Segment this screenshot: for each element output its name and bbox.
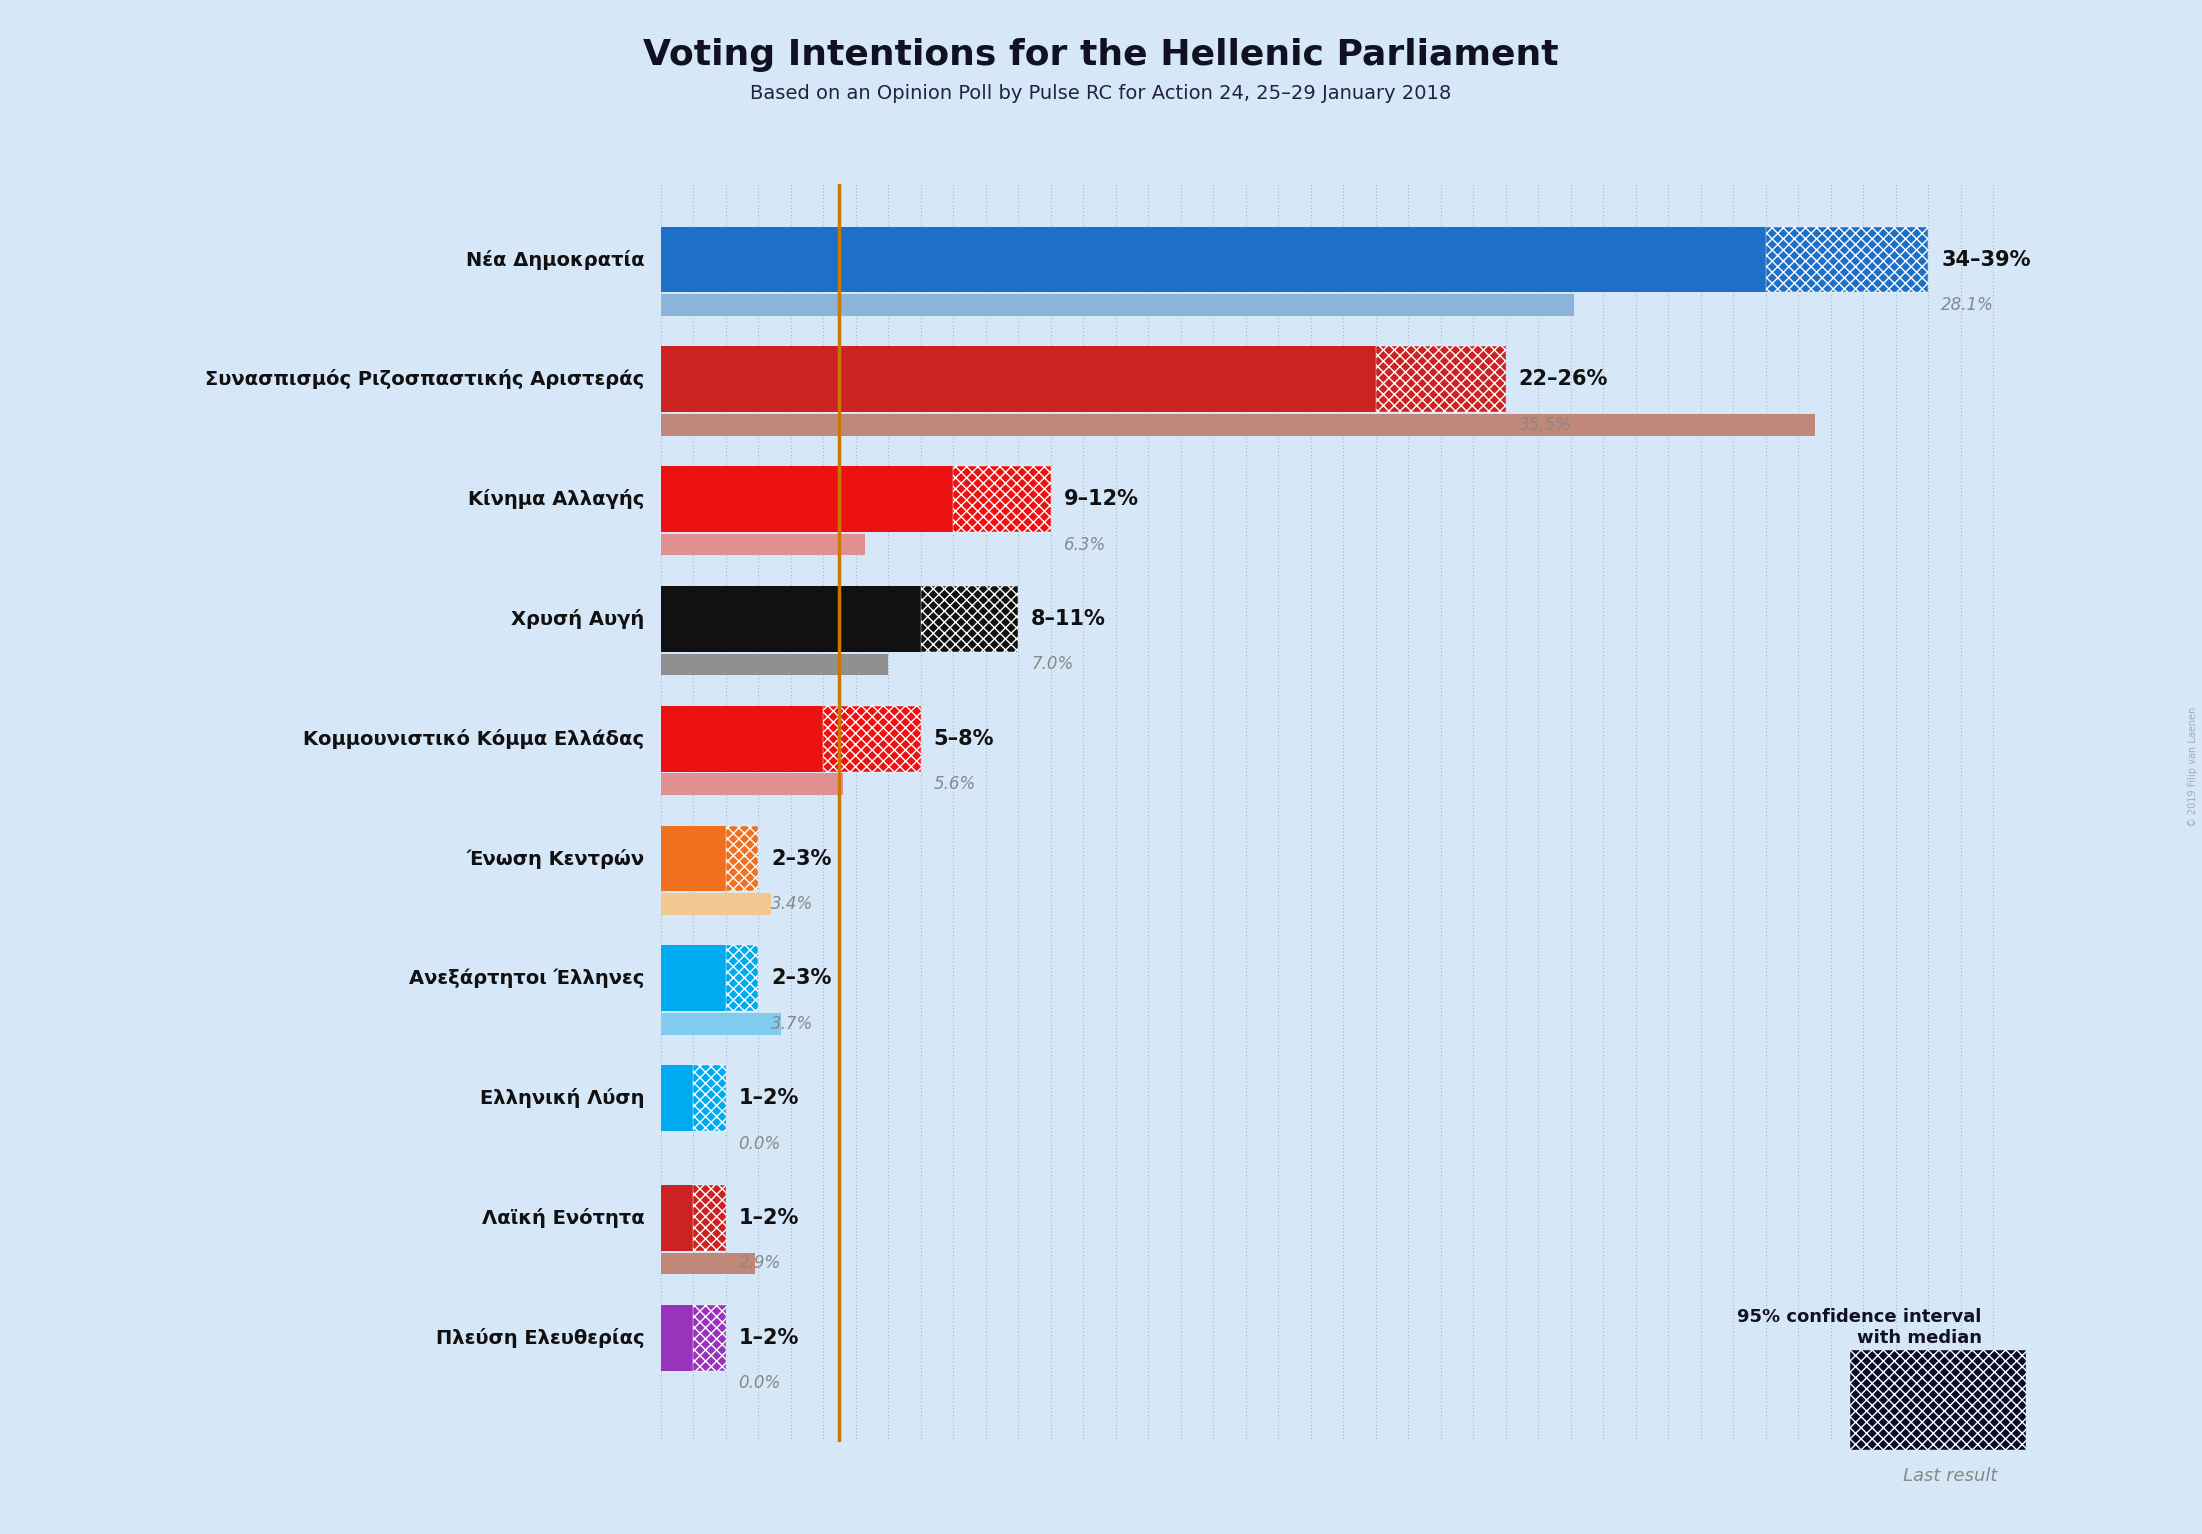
Text: 5.6%: 5.6% [934, 775, 975, 793]
Text: 1–2%: 1–2% [738, 1088, 799, 1108]
Text: Last result: Last result [1903, 1467, 1997, 1485]
Bar [824, 706, 920, 772]
Bar [694, 1305, 727, 1371]
Text: 1–2%: 1–2% [738, 1207, 799, 1227]
Text: 7.0%: 7.0% [1031, 655, 1072, 673]
Text: Ανεξάρτητοι Έλληνες: Ανεξάρτητοι Έλληνες [410, 968, 645, 988]
Bar [661, 466, 953, 532]
Text: 5–8%: 5–8% [934, 729, 993, 749]
Bar [661, 893, 771, 914]
Text: 3.7%: 3.7% [771, 1016, 813, 1032]
Text: Voting Intentions for the Hellenic Parliament: Voting Intentions for the Hellenic Parli… [643, 38, 1559, 72]
Text: Κίνημα Αλλαγής: Κίνημα Αλλαγής [469, 489, 645, 509]
Bar [661, 1012, 782, 1034]
Text: © 2019 Filip van Laenen: © 2019 Filip van Laenen [2187, 707, 2198, 827]
Bar [1766, 227, 1929, 293]
Text: Κομμουνιστικό Κόμμα Ελλάδας: Κομμουνιστικό Κόμμα Ελλάδας [304, 729, 645, 749]
Bar [661, 227, 1766, 293]
Text: Νέα Δημοκρατία: Νέα Δημοκρατία [465, 250, 645, 270]
Bar [1376, 347, 1506, 413]
Text: 2–3%: 2–3% [771, 848, 832, 868]
Text: Ένωση Κεντρών: Ένωση Κεντρών [467, 848, 645, 868]
Text: Λαϊκή Ενότητα: Λαϊκή Ενότητα [482, 1207, 645, 1227]
Text: 35.5%: 35.5% [1519, 416, 1572, 434]
Text: Συνασπισμός Ριζοσπαστικής Αριστεράς: Συνασπισμός Ριζοσπαστικής Αριστεράς [205, 370, 645, 390]
Bar [953, 466, 1050, 532]
Bar [920, 586, 1017, 652]
Bar [661, 1305, 694, 1371]
Bar [661, 414, 1814, 436]
Text: 1–2%: 1–2% [738, 1328, 799, 1348]
Bar [661, 1184, 694, 1250]
Text: 0.0%: 0.0% [738, 1374, 782, 1393]
Text: 2.9%: 2.9% [738, 1255, 782, 1273]
Bar [661, 706, 824, 772]
Bar [661, 945, 727, 1011]
Text: 8–11%: 8–11% [1031, 609, 1105, 629]
Text: 2–3%: 2–3% [771, 968, 832, 988]
Bar [661, 586, 920, 652]
Bar [727, 945, 757, 1011]
Bar [694, 1065, 727, 1131]
Text: 28.1%: 28.1% [1942, 296, 1995, 314]
Bar [661, 1065, 694, 1131]
Text: Χρυσή Αυγή: Χρυσή Αυγή [511, 609, 645, 629]
Text: 3.4%: 3.4% [771, 894, 813, 913]
Bar [661, 773, 843, 795]
Text: 6.3%: 6.3% [1064, 535, 1105, 554]
Bar [661, 653, 887, 675]
Text: Πλεύση Ελευθερίας: Πλεύση Ελευθερίας [436, 1328, 645, 1348]
Text: 0.0%: 0.0% [738, 1135, 782, 1152]
Bar [661, 825, 727, 891]
Text: 95% confidence interval
with median: 95% confidence interval with median [1737, 1309, 1982, 1347]
Text: Based on an Opinion Poll by Pulse RC for Action 24, 25–29 January 2018: Based on an Opinion Poll by Pulse RC for… [751, 84, 1451, 103]
Text: 34–39%: 34–39% [1942, 250, 2030, 270]
Bar [727, 825, 757, 891]
Bar [661, 1253, 755, 1275]
Bar [661, 295, 1574, 316]
Text: Ελληνική Λύση: Ελληνική Λύση [480, 1088, 645, 1108]
Bar [694, 1184, 727, 1250]
Bar [661, 347, 1376, 413]
Text: 9–12%: 9–12% [1064, 489, 1138, 509]
Text: 22–26%: 22–26% [1519, 370, 1607, 390]
Bar [661, 534, 865, 555]
